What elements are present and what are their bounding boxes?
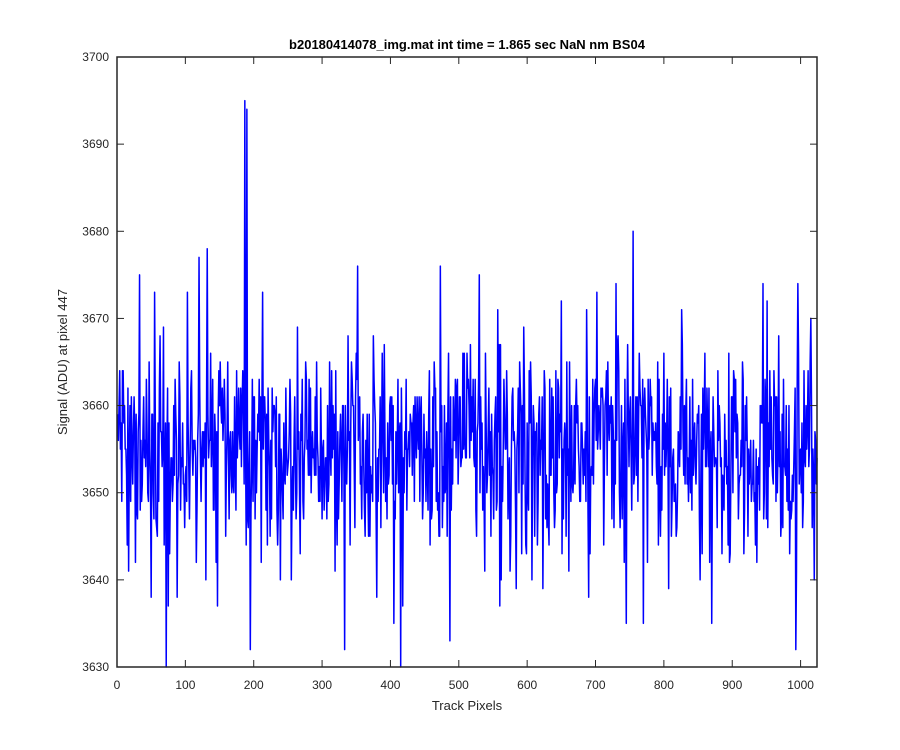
y-tick-label: 3640 (82, 573, 109, 587)
x-axis-ticks: 0 100 200 300 400 500 600 700 800 900 1000 (114, 57, 814, 692)
x-tick-label: 300 (312, 678, 332, 692)
series-layer (116, 99, 818, 668)
y-tick-label: 3700 (82, 50, 109, 64)
y-axis-label: Signal (ADU) at pixel 447 (55, 289, 70, 435)
series-line (116, 99, 818, 668)
x-tick-label: 400 (380, 678, 400, 692)
x-tick-label: 800 (654, 678, 674, 692)
x-tick-label: 100 (175, 678, 195, 692)
x-tick-label: 0 (114, 678, 121, 692)
x-tick-label: 900 (722, 678, 742, 692)
y-tick-label: 3670 (82, 311, 109, 325)
x-tick-label: 1000 (787, 678, 814, 692)
y-tick-label: 3680 (82, 224, 109, 238)
x-tick-label: 500 (449, 678, 469, 692)
y-axis-ticks: 3630 3640 3650 3660 3670 3680 3690 3700 (82, 50, 817, 674)
x-tick-label: 200 (244, 678, 264, 692)
y-tick-label: 3630 (82, 660, 109, 674)
y-tick-label: 3660 (82, 399, 109, 413)
x-tick-label: 700 (586, 678, 606, 692)
plot-frame (116, 56, 818, 668)
chart-title: b20180414078_img.mat int time = 1.865 se… (289, 37, 646, 52)
x-tick-label: 600 (517, 678, 537, 692)
y-tick-label: 3690 (82, 137, 109, 151)
y-tick-label: 3650 (82, 486, 109, 500)
x-axis-label: Track Pixels (432, 698, 503, 713)
